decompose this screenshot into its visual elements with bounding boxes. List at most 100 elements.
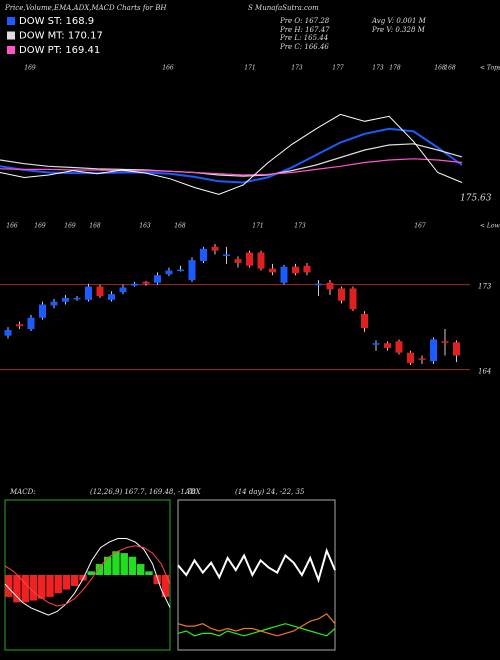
level-label: 164 xyxy=(478,368,491,376)
candle-body xyxy=(200,248,207,262)
candle-body xyxy=(395,341,403,353)
line xyxy=(0,127,463,184)
stat-text: Pre L: 165.44 xyxy=(279,34,328,42)
legend-text: DOW ST: 168.9 xyxy=(19,16,94,27)
histogram-bar xyxy=(62,575,71,590)
panel-subtitle: (14 day) 24, -22, 35 xyxy=(235,488,305,496)
candle-body xyxy=(338,288,345,301)
histogram-bar xyxy=(104,556,112,575)
level-label: 173 xyxy=(478,283,492,291)
histogram-bar xyxy=(87,571,95,575)
top-label: 173 xyxy=(291,65,303,72)
histogram-bar xyxy=(153,575,161,585)
candle-body xyxy=(372,343,380,345)
candle-body xyxy=(453,342,460,356)
candle-body xyxy=(384,343,391,348)
low-label: 169 xyxy=(64,223,76,230)
low-label: 168 xyxy=(174,223,186,230)
histogram-bar xyxy=(79,575,87,581)
line xyxy=(0,143,463,177)
tops-caption: < Tops xyxy=(480,65,500,72)
legend-swatch xyxy=(7,31,15,40)
page-title: Price,Volume,EMA,ADX,MACD Charts for BH xyxy=(4,4,167,12)
line xyxy=(4,538,171,616)
candle-body xyxy=(326,282,334,290)
site-name: S MunafaSutra.com xyxy=(248,4,319,12)
panel-title: ADX xyxy=(184,488,202,496)
candle-body xyxy=(154,275,161,283)
lows-caption: < Lows xyxy=(480,223,500,230)
candle-body xyxy=(349,288,357,310)
histogram-bar xyxy=(145,571,153,575)
histogram-bar xyxy=(137,564,145,575)
candle-body xyxy=(188,260,196,280)
candle-body xyxy=(211,246,219,251)
line xyxy=(177,613,336,637)
legend-swatch xyxy=(7,46,15,54)
stat-text: Avg V: 0.001 M xyxy=(371,17,427,25)
line xyxy=(177,547,336,584)
histogram-bar xyxy=(13,575,21,603)
histogram-bar xyxy=(38,575,46,599)
legend-text: DOW PT: 169.41 xyxy=(19,45,100,56)
candle-body xyxy=(62,297,69,302)
candle-body xyxy=(177,269,184,272)
top-label: 166 xyxy=(162,65,174,72)
low-label: 163 xyxy=(139,223,151,230)
panel-subtitle: (12,26,9) 167.7, 169.48, -1.78 xyxy=(90,488,196,496)
candle-body xyxy=(303,265,311,273)
candle-body xyxy=(269,268,276,273)
candle-body xyxy=(430,339,437,362)
candle-body xyxy=(441,341,449,343)
candle-body xyxy=(96,286,104,296)
candle-body xyxy=(131,283,138,286)
line xyxy=(177,623,336,637)
top-label: 169 xyxy=(24,65,36,72)
low-label: 169 xyxy=(34,223,46,230)
candle-body xyxy=(108,294,115,300)
candle-body xyxy=(27,317,35,330)
top-label: 168 xyxy=(434,65,446,72)
candle-body xyxy=(16,324,23,327)
candle-body xyxy=(39,304,46,318)
low-label: 168 xyxy=(89,223,101,230)
low-label: 167 xyxy=(414,223,426,230)
histogram-bar xyxy=(29,575,38,601)
candle-body xyxy=(246,252,253,266)
panel-title: MACD: xyxy=(9,488,36,496)
line xyxy=(4,545,171,607)
candle-body xyxy=(223,254,230,256)
low-label: 173 xyxy=(294,223,306,230)
top-label: 171 xyxy=(244,65,255,72)
stat-text: Pre O: 167.28 xyxy=(279,17,330,25)
last-price: 175.63 xyxy=(460,194,492,204)
histogram-bar xyxy=(128,556,137,575)
candle-body xyxy=(4,330,12,336)
histogram-bar xyxy=(161,575,170,597)
candle-body xyxy=(257,252,265,269)
top-label: 178 xyxy=(389,65,401,72)
histogram-bar xyxy=(5,575,13,597)
candle-body xyxy=(292,266,299,274)
low-label: 166 xyxy=(6,223,18,230)
candle-body xyxy=(50,301,58,306)
legend-swatch xyxy=(7,17,15,25)
candle-body xyxy=(407,352,414,364)
top-label: 177 xyxy=(332,65,344,72)
low-label: 171 xyxy=(252,223,263,230)
candle-body xyxy=(119,287,127,293)
candle-body xyxy=(361,313,368,329)
candle-body xyxy=(315,283,322,286)
histogram-bar xyxy=(71,575,79,586)
histogram-bar xyxy=(54,575,62,594)
candle-body xyxy=(73,297,81,300)
histogram-bar xyxy=(21,575,29,603)
candle-body xyxy=(85,286,92,300)
histogram-bar xyxy=(120,553,128,575)
top-label: 168 xyxy=(444,65,456,72)
stat-text: Pre V: 0.328 M xyxy=(371,26,426,34)
histogram-bar xyxy=(95,564,104,575)
candle-body xyxy=(418,358,426,360)
candle-body xyxy=(142,281,150,284)
